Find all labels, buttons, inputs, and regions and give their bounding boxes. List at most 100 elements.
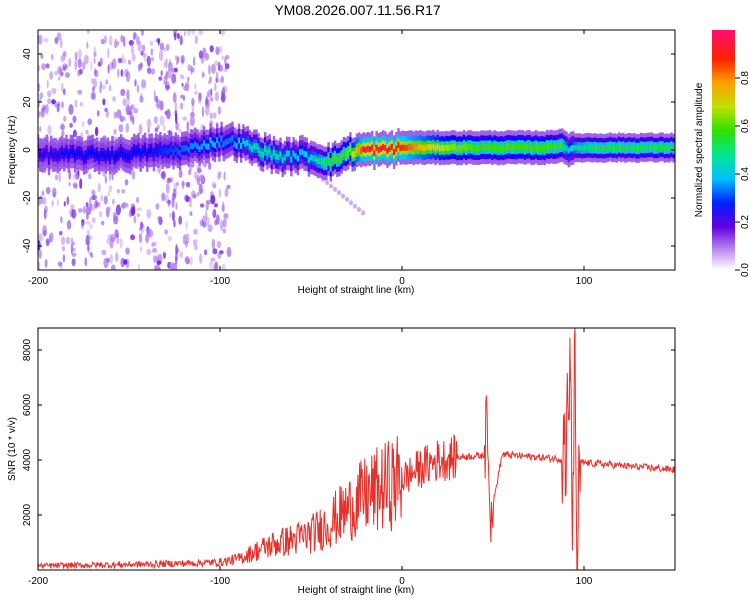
spectrogram-ridge-cell — [264, 146, 267, 152]
spectrogram-noise-speck — [61, 101, 64, 109]
spectrogram-noise-speck — [180, 54, 185, 64]
spectrogram-ridge-cell — [323, 160, 326, 167]
spectrogram-noise-speck — [71, 252, 77, 257]
spectrogram-noise-speck — [198, 50, 204, 59]
spectrogram-noise-speck — [86, 206, 92, 215]
spectrogram-ridge-cell — [390, 143, 394, 150]
spectrogram-noise-speck — [114, 229, 119, 238]
spectrogram-ridge-cell — [192, 143, 195, 150]
spectrogram-ridge-cell — [523, 145, 527, 151]
spectrogram-ridge-cell — [231, 135, 234, 142]
spectrogram-noise-speck — [184, 256, 190, 264]
spectrogram-noise-speck — [157, 37, 160, 46]
spectrogram-ridge-cell — [338, 156, 341, 163]
spectrogram-noise-speck — [85, 240, 91, 246]
spectrogram-noise-speck — [129, 111, 133, 122]
spectrogram-ridge-cell — [377, 146, 380, 153]
spectrogram-noise-speck — [199, 253, 203, 264]
spectrogram-noise-speck — [217, 251, 222, 259]
spectrogram-noise-speck — [110, 233, 116, 243]
spectrogram-ridge-cell — [336, 157, 339, 164]
spectrogram-noise-speck — [49, 71, 53, 80]
spectrogram-ridge-cell — [364, 147, 367, 153]
snr-series-line — [38, 328, 675, 570]
spectrogram-noise-speck — [120, 69, 124, 77]
spectrogram-noise-speck — [137, 263, 140, 270]
spectrogram-noise-speck — [175, 255, 178, 266]
colorbar-tick-label: 0.4 — [740, 167, 750, 181]
spectrogram-noise-speck — [38, 34, 43, 45]
spectrogram-noise-speck — [214, 219, 218, 226]
spectrogram-noise-speck — [163, 47, 166, 52]
spectrogram-noise-speck — [60, 236, 66, 246]
spectrogram-noise-speck — [99, 80, 103, 88]
spectrogram-noise-speck — [152, 255, 157, 263]
spectrogram-ridge-cell — [482, 144, 485, 151]
spectrogram-ridge-cell — [460, 145, 463, 152]
spectrogram-noise-speck — [85, 129, 89, 135]
spectrogram-ytick-label: 40 — [22, 48, 33, 60]
spectrogram-noise-speck — [179, 102, 184, 110]
spectrogram-noise-speck — [209, 76, 212, 83]
spectrogram-ridge-cell — [342, 150, 346, 157]
spectrogram-tail-speck — [349, 200, 353, 206]
spectrogram-ridge-cell — [650, 144, 653, 150]
spectrogram-noise-speck — [38, 83, 41, 92]
spectrogram-noise-speck — [69, 122, 73, 128]
spectrogram-noise-speck — [109, 35, 113, 46]
spectrogram-ridge-cell — [657, 145, 660, 151]
spectrogram-ridge-cell — [473, 145, 477, 152]
spectrogram-noise-speck — [207, 224, 213, 233]
spectrogram-noise-speck — [74, 51, 78, 62]
spectrogram-tail-speck — [325, 180, 329, 186]
spectrogram-noise-speck — [196, 177, 201, 186]
spectrogram-noise-speck — [153, 90, 156, 101]
spectrogram-noise-speck — [89, 197, 92, 209]
spectrogram-ridge-cell — [67, 152, 70, 159]
spectrogram-noise-speck — [133, 108, 139, 114]
spectrogram-noise-speck — [165, 71, 168, 81]
spectrogram-noise-speck — [199, 203, 205, 208]
spectrogram-noise-speck — [150, 48, 154, 56]
spectrogram-ridge-cell — [665, 145, 669, 151]
spectrogram-noise-speck — [199, 219, 204, 227]
spectrogram-noise-speck — [142, 52, 146, 58]
spectrogram-marks — [38, 30, 675, 270]
spectrogram-noise-speck — [141, 79, 147, 89]
spectrogram-ridge-cell — [622, 144, 625, 150]
spectrogram-noise-speck — [152, 247, 158, 253]
spectrogram-noise-speck — [70, 237, 74, 247]
spectrogram-noise-speck — [210, 194, 216, 205]
spectrogram-noise-speck — [43, 208, 47, 220]
spectrogram-ridge-cell — [82, 154, 86, 161]
spectrogram-noise-speck — [66, 196, 70, 206]
spectrogram-noise-speck — [77, 89, 83, 95]
spectrogram-noise-speck — [223, 213, 229, 219]
spectrogram-ridge-cell — [253, 143, 256, 150]
spectrogram-noise-speck — [74, 99, 78, 108]
spectrogram-noise-speck — [38, 261, 41, 270]
spectrogram-ridge-cell — [244, 140, 247, 147]
spectrogram-noise-speck — [165, 57, 168, 69]
spectrogram-ridge-cell — [314, 156, 317, 163]
spectrogram-noise-speck — [209, 112, 214, 120]
spectrogram-ridge-cell — [216, 137, 219, 144]
spectrogram-ridge-cell — [456, 145, 459, 152]
spectrogram-ridge-cell — [375, 144, 378, 151]
spectrogram-ridge-cell — [624, 145, 627, 151]
spectrogram-ridge-cell — [430, 144, 433, 151]
spectrogram-noise-speck — [205, 199, 209, 211]
spectrogram-noise-speck — [193, 228, 198, 235]
colorbar: 0.0 0.2 0.4 0.6 0.8 Normalized spectral ampl… — [694, 30, 750, 277]
spectrogram-ridge-cell — [611, 145, 614, 151]
spectrogram-noise-speck — [192, 239, 198, 246]
spectrogram-ridge-cell — [578, 145, 581, 151]
spectrogram-noise-speck — [189, 119, 195, 127]
spectrogram-noise-speck — [185, 195, 189, 203]
spectrogram-noise-speck — [65, 236, 70, 245]
spectrogram-noise-speck — [123, 36, 126, 48]
spectrogram-ridge-cell — [543, 145, 546, 152]
spectrogram-ridge-cell — [600, 145, 603, 151]
spectrogram-noise-speck — [38, 233, 43, 242]
spectrogram-ridge-cell — [423, 145, 426, 152]
